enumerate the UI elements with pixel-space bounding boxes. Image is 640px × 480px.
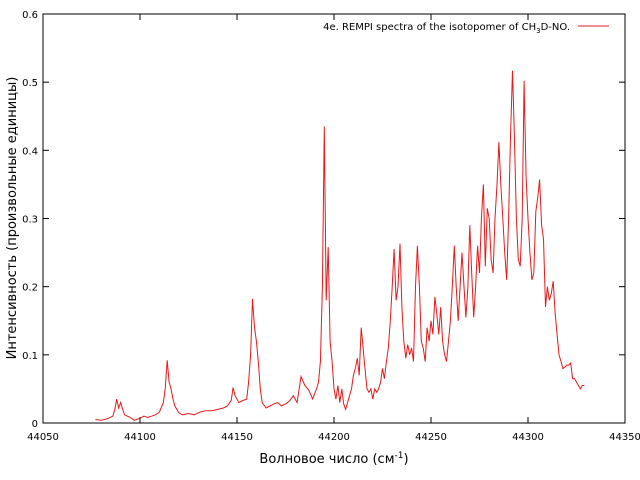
- axis-tick-labels: 44050 44100 44150 44200 44250 44300 44350 0 0.1 0…: [22, 10, 640, 443]
- y-tick-label: 0.4: [22, 146, 38, 157]
- y-tick-label: 0.3: [22, 215, 38, 226]
- legend: 4e. REMPI spectra of the isotopomer of C…: [323, 22, 609, 35]
- x-tick-label: 44200: [318, 432, 350, 443]
- legend-label: 4e. REMPI spectra of the isotopomer of C…: [323, 22, 570, 35]
- y-tick-label: 0.1: [22, 351, 38, 362]
- y-tick-label: 0.2: [22, 283, 38, 294]
- y-tick-label: 0: [32, 419, 38, 430]
- x-tick-label: 44250: [415, 432, 447, 443]
- y-tick-label: 0.5: [22, 78, 38, 89]
- plot-frame: [42, 13, 626, 424]
- y-axis-title: Интенсивность (произвольные единицы): [5, 77, 20, 360]
- x-axis-title: Волновое число (см-1): [259, 451, 408, 467]
- y-tick-label: 0.6: [22, 10, 38, 21]
- x-tick-label: 44300: [512, 432, 544, 443]
- series-line: [95, 70, 585, 421]
- x-tick-label: 44050: [27, 432, 59, 443]
- x-tick-label: 44100: [124, 432, 156, 443]
- x-tick-label: 44150: [221, 432, 253, 443]
- x-tick-label: 44350: [609, 432, 640, 443]
- axis-ticks: [42, 13, 626, 424]
